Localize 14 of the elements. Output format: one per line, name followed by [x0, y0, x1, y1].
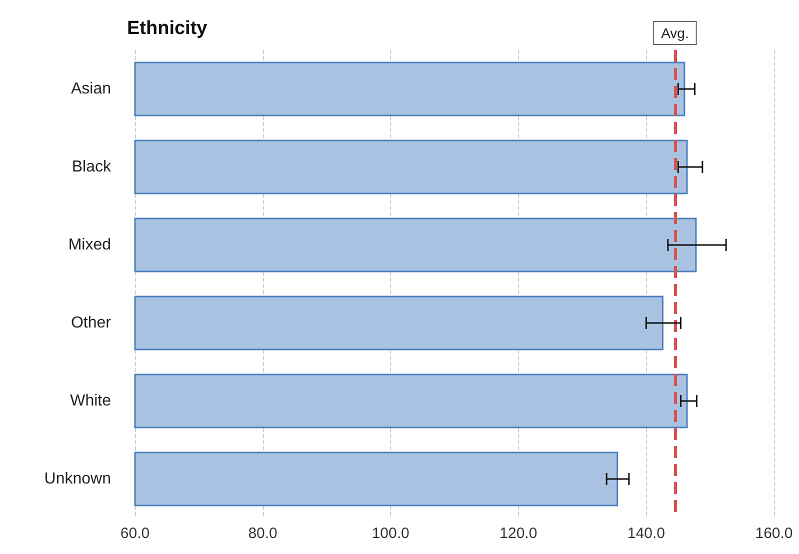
- y-tick-label: Unknown: [44, 470, 111, 488]
- ref-line-label: Avg.: [661, 25, 689, 41]
- x-tick-label: 100.0: [372, 525, 410, 542]
- y-tick-label: White: [70, 392, 112, 410]
- x-tick-label: 120.0: [500, 525, 538, 542]
- y-tick-label: Other: [70, 314, 112, 332]
- x-tick-label: 160.0: [755, 525, 793, 542]
- chart-title: Ethnicity: [127, 18, 208, 39]
- y-tick-label: Black: [72, 158, 112, 176]
- x-tick-label: 80.0: [248, 525, 278, 542]
- y-tick-label: Mixed: [68, 236, 111, 254]
- x-tick-label: 140.0: [627, 525, 665, 542]
- x-tick-label: 60.0: [120, 525, 150, 542]
- y-tick-label: Asian: [70, 80, 111, 98]
